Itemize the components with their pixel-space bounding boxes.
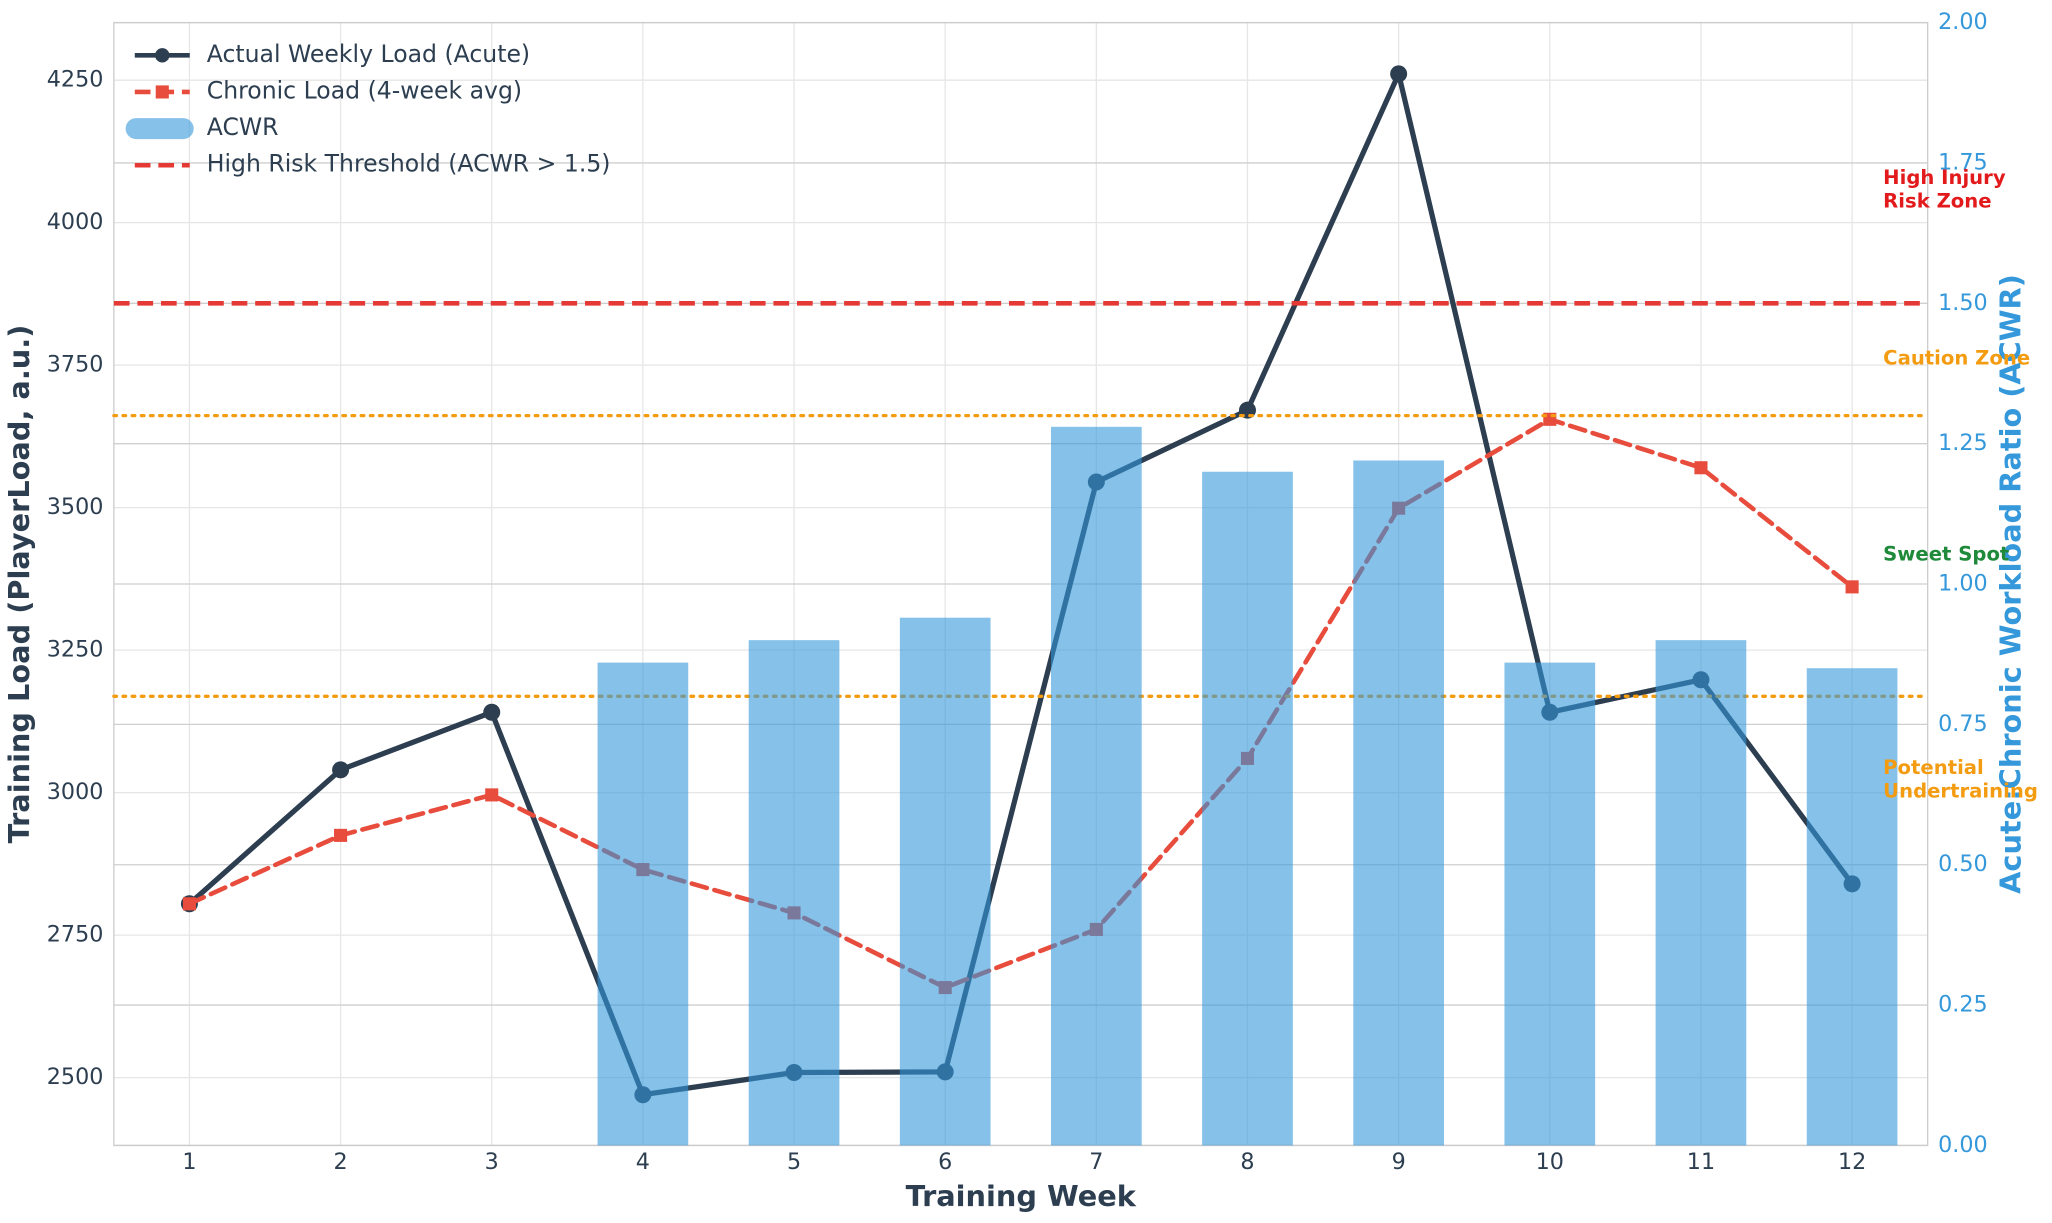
y2-tick-label: 1.00	[1938, 571, 1988, 597]
bar	[1353, 460, 1444, 1146]
x-tick-label: 12	[1838, 1149, 1866, 1175]
legend-swatch	[125, 118, 194, 140]
legend-label: Chronic Load (4-week avg)	[207, 76, 522, 104]
y2-tick-label: 0.25	[1938, 992, 1988, 1018]
y-tick-label: 3500	[47, 494, 104, 520]
x-tick-label: 10	[1536, 1149, 1564, 1175]
annotation: Risk Zone	[1883, 189, 1991, 212]
annotation: Undertraining	[1883, 780, 2038, 803]
x-tick-label: 8	[1240, 1149, 1254, 1175]
x-tick-label: 3	[485, 1149, 499, 1175]
square-marker	[1694, 461, 1708, 475]
y-tick-label: 3250	[47, 637, 104, 663]
legend-marker	[155, 48, 170, 63]
legend-label: High Risk Threshold (ACWR > 1.5)	[207, 150, 611, 178]
y2-tick-label: 0.00	[1938, 1132, 1988, 1158]
legend-marker	[155, 85, 169, 99]
x-tick-label: 2	[334, 1149, 348, 1175]
square-marker	[485, 788, 499, 802]
square-marker	[334, 828, 348, 842]
y2-tick-label: 2.00	[1938, 9, 1988, 35]
x-tick-label: 7	[1089, 1149, 1103, 1175]
circle-marker	[332, 761, 350, 779]
circle-marker	[1390, 65, 1408, 83]
y2-tick-label: 0.50	[1938, 851, 1988, 877]
y2-tick-label: 0.75	[1938, 711, 1988, 737]
y-tick-label: 3000	[47, 779, 104, 805]
bar	[1655, 640, 1747, 1146]
x-tick-label: 1	[182, 1149, 196, 1175]
annotation: Caution Zone	[1883, 346, 2030, 369]
y2-tick-label: 1.75	[1938, 149, 1988, 175]
y-tick-label: 4000	[47, 209, 104, 235]
bar	[597, 662, 689, 1146]
legend-label: Actual Weekly Load (Acute)	[207, 40, 530, 68]
plot-frame	[113, 21, 1929, 1147]
y2-tick-label: 1.50	[1938, 290, 1988, 316]
x-axis-title: Training Week	[906, 1179, 1137, 1213]
square-marker	[1845, 580, 1859, 594]
y-tick-label: 3750	[47, 352, 104, 378]
y2-tick-label: 1.25	[1938, 430, 1988, 456]
square-marker	[182, 897, 196, 911]
x-tick-label: 4	[636, 1149, 650, 1175]
x-tick-label: 6	[938, 1149, 952, 1175]
x-tick-label: 11	[1687, 1149, 1715, 1175]
bar	[1504, 662, 1596, 1146]
bar	[748, 640, 840, 1146]
bar	[1050, 426, 1142, 1146]
legend-label: ACWR	[207, 113, 279, 141]
series-line	[187, 417, 1855, 990]
x-tick-label: 5	[787, 1149, 801, 1175]
bar	[1806, 668, 1898, 1146]
y-tick-label: 4250	[47, 67, 104, 93]
bar	[1202, 471, 1293, 1146]
annotation: Sweet Spot	[1883, 543, 2009, 566]
y-tick-label: 2750	[47, 922, 104, 948]
y-tick-label: 2500	[47, 1064, 104, 1090]
annotation: Potential	[1883, 756, 1984, 779]
x-tick-label: 9	[1392, 1149, 1406, 1175]
bar	[899, 617, 991, 1146]
circle-marker	[483, 703, 501, 721]
annotation: High Injury	[1883, 166, 2006, 189]
y-axis-title: Training Load (PlayerLoad, a.u.)	[2, 325, 36, 844]
y2-axis-title: Acute:Chronic Workload Ratio (ACWR)	[1994, 274, 2028, 894]
